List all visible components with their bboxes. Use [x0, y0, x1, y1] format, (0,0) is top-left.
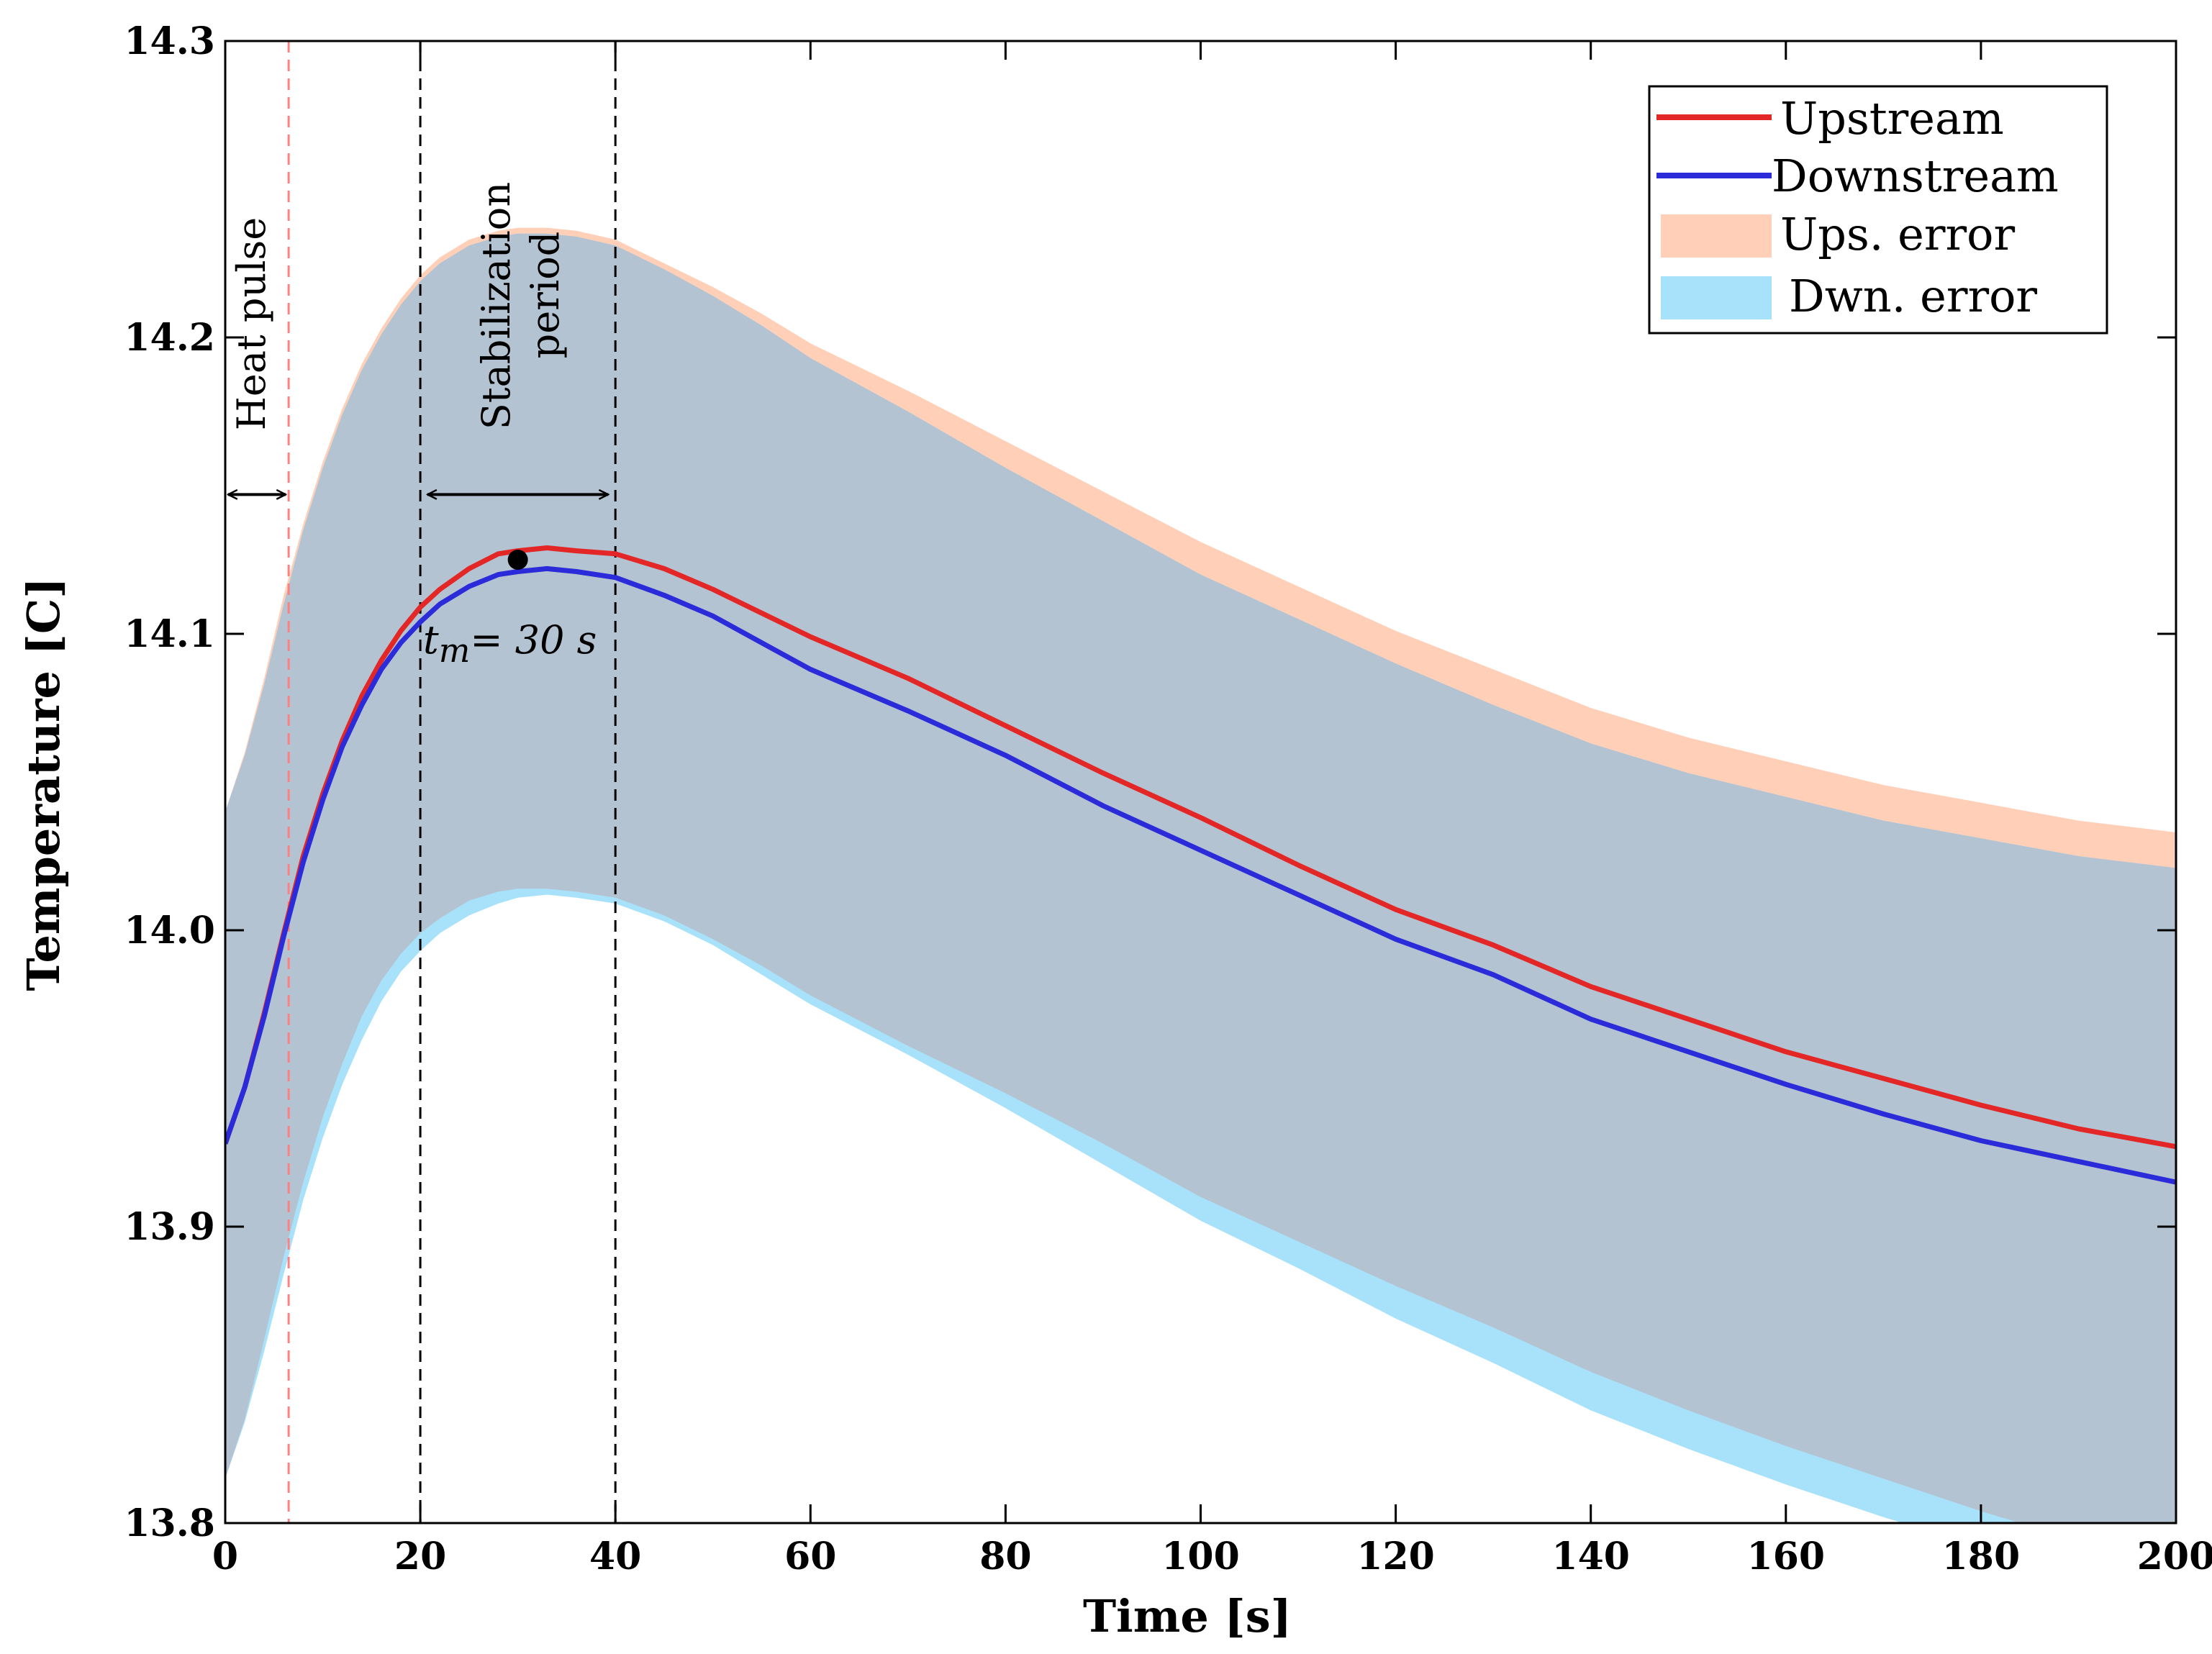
legend-dwn-error-label: Dwn. error [1789, 270, 2037, 322]
stabilization-label-line1: Stabilization [473, 182, 519, 430]
x-tick-label: 20 [394, 1535, 446, 1578]
x-axis-title: Time [s] [1083, 1590, 1292, 1642]
tm-subscript: m [439, 631, 471, 670]
y-tick-label: 14.2 [124, 316, 215, 360]
legend-dwn-error-swatch [1661, 276, 1772, 319]
x-tick-label: 120 [1356, 1535, 1435, 1578]
heat-pulse-label: Heat pulse [229, 217, 274, 430]
x-ticks: 0 20 40 60 80 100 120 140 160 180 200 [212, 41, 2212, 1578]
y-axis-title: Temperature [C] [17, 577, 70, 991]
downstream-line [225, 565, 2176, 1185]
error-bands [225, 227, 2176, 1523]
overlap-band [225, 233, 2176, 1523]
x-tick-label: 140 [1551, 1535, 1630, 1578]
y-tick-label: 13.8 [124, 1501, 215, 1545]
y-tick-label: 14.0 [124, 909, 215, 953]
legend-downstream-label: Downstream [1772, 150, 2059, 202]
x-tick-label: 60 [784, 1535, 836, 1578]
x-tick-label: 100 [1161, 1535, 1240, 1578]
x-tick-label: 160 [1747, 1535, 1826, 1578]
x-tick-label: 200 [2137, 1535, 2212, 1578]
legend-upstream-label: Upstream [1780, 92, 2004, 145]
peak-marker [507, 550, 528, 570]
x-tick-label: 180 [1942, 1535, 2021, 1578]
stabilization-label-line2: period [522, 232, 568, 359]
legend: Upstream Downstream Ups. error Dwn. erro… [1648, 85, 2108, 335]
x-tick-label: 0 [212, 1535, 238, 1578]
y-tick-label: 13.9 [124, 1205, 215, 1249]
tm-label: tm= 30 s [423, 617, 597, 670]
legend-ups-error-label: Ups. error [1780, 208, 2015, 260]
y-tick-label: 14.3 [124, 19, 215, 63]
x-tick-label: 80 [979, 1535, 1031, 1578]
legend-ups-error-swatch [1661, 214, 1772, 258]
x-tick-label: 40 [589, 1535, 641, 1578]
tm-value: = 30 s [470, 617, 597, 663]
vertical-lines [287, 41, 617, 1523]
y-tick-label: 14.1 [124, 612, 215, 656]
y-ticks: 13.8 13.9 14.0 14.1 14.2 14.3 [124, 19, 2176, 1545]
